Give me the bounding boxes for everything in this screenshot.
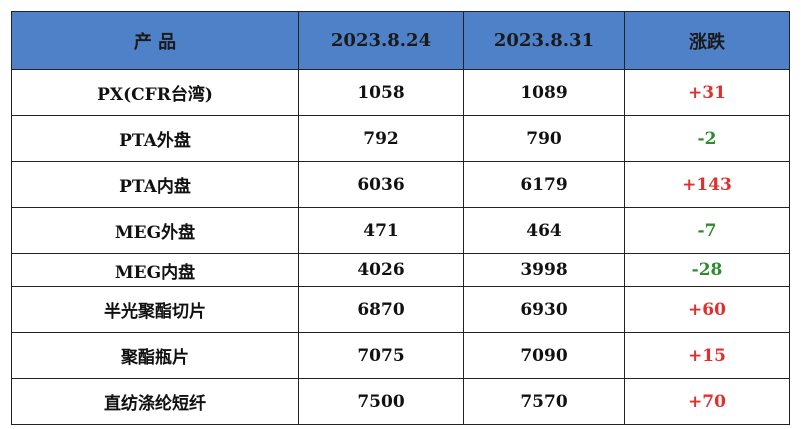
price-cell-date-1: 7500 <box>298 378 464 425</box>
price-cell-date-2: 6179 <box>463 161 625 208</box>
price-cell-date-2: 7090 <box>463 332 625 379</box>
price-cell-date-1: 1058 <box>298 69 464 116</box>
product-cell: MEG外盘 <box>11 207 299 254</box>
product-cell: PTA内盘 <box>11 161 299 208</box>
price-cell-date-1: 471 <box>298 207 464 254</box>
product-cell: 半光聚酯切片 <box>11 286 299 333</box>
change-cell: +60 <box>624 286 790 333</box>
product-cell: MEG内盘 <box>11 253 299 287</box>
header-row: 产 品 2023.8.24 2023.8.31 涨跌 <box>11 11 790 70</box>
price-cell-date-1: 7075 <box>298 332 464 379</box>
product-cell: PX(CFR台湾) <box>11 69 299 116</box>
table-row: MEG内盘 4026 3998 -28 <box>11 253 790 287</box>
table-row: PX(CFR台湾) 1058 1089 +31 <box>11 69 790 116</box>
price-cell-date-2: 7570 <box>463 378 625 425</box>
change-cell: +143 <box>624 161 790 208</box>
change-cell: -28 <box>624 253 790 287</box>
header-change: 涨跌 <box>624 11 790 70</box>
price-table: 产 品 2023.8.24 2023.8.31 涨跌 PX(CFR台湾) 105… <box>11 11 790 425</box>
change-cell: +70 <box>624 378 790 425</box>
price-cell-date-2: 790 <box>463 115 625 162</box>
table-row: 聚酯瓶片 7075 7090 +15 <box>11 332 790 379</box>
price-cell-date-2: 464 <box>463 207 625 254</box>
header-date-1: 2023.8.24 <box>298 11 464 70</box>
change-cell: -2 <box>624 115 790 162</box>
price-cell-date-1: 792 <box>298 115 464 162</box>
table-row: 半光聚酯切片 6870 6930 +60 <box>11 286 790 333</box>
table-row: MEG外盘 471 464 -7 <box>11 207 790 254</box>
change-cell: -7 <box>624 207 790 254</box>
price-cell-date-2: 3998 <box>463 253 625 287</box>
product-cell: 聚酯瓶片 <box>11 332 299 379</box>
table-row: 直纺涤纶短纤 7500 7570 +70 <box>11 378 790 425</box>
header-product: 产 品 <box>11 11 299 70</box>
price-cell-date-1: 6870 <box>298 286 464 333</box>
product-cell: PTA外盘 <box>11 115 299 162</box>
change-cell: +15 <box>624 332 790 379</box>
price-cell-date-2: 1089 <box>463 69 625 116</box>
table-row: PTA外盘 792 790 -2 <box>11 115 790 162</box>
price-cell-date-2: 6930 <box>463 286 625 333</box>
header-date-2: 2023.8.31 <box>463 11 625 70</box>
price-cell-date-1: 4026 <box>298 253 464 287</box>
price-cell-date-1: 6036 <box>298 161 464 208</box>
change-cell: +31 <box>624 69 790 116</box>
table-row: PTA内盘 6036 6179 +143 <box>11 161 790 208</box>
product-cell: 直纺涤纶短纤 <box>11 378 299 425</box>
